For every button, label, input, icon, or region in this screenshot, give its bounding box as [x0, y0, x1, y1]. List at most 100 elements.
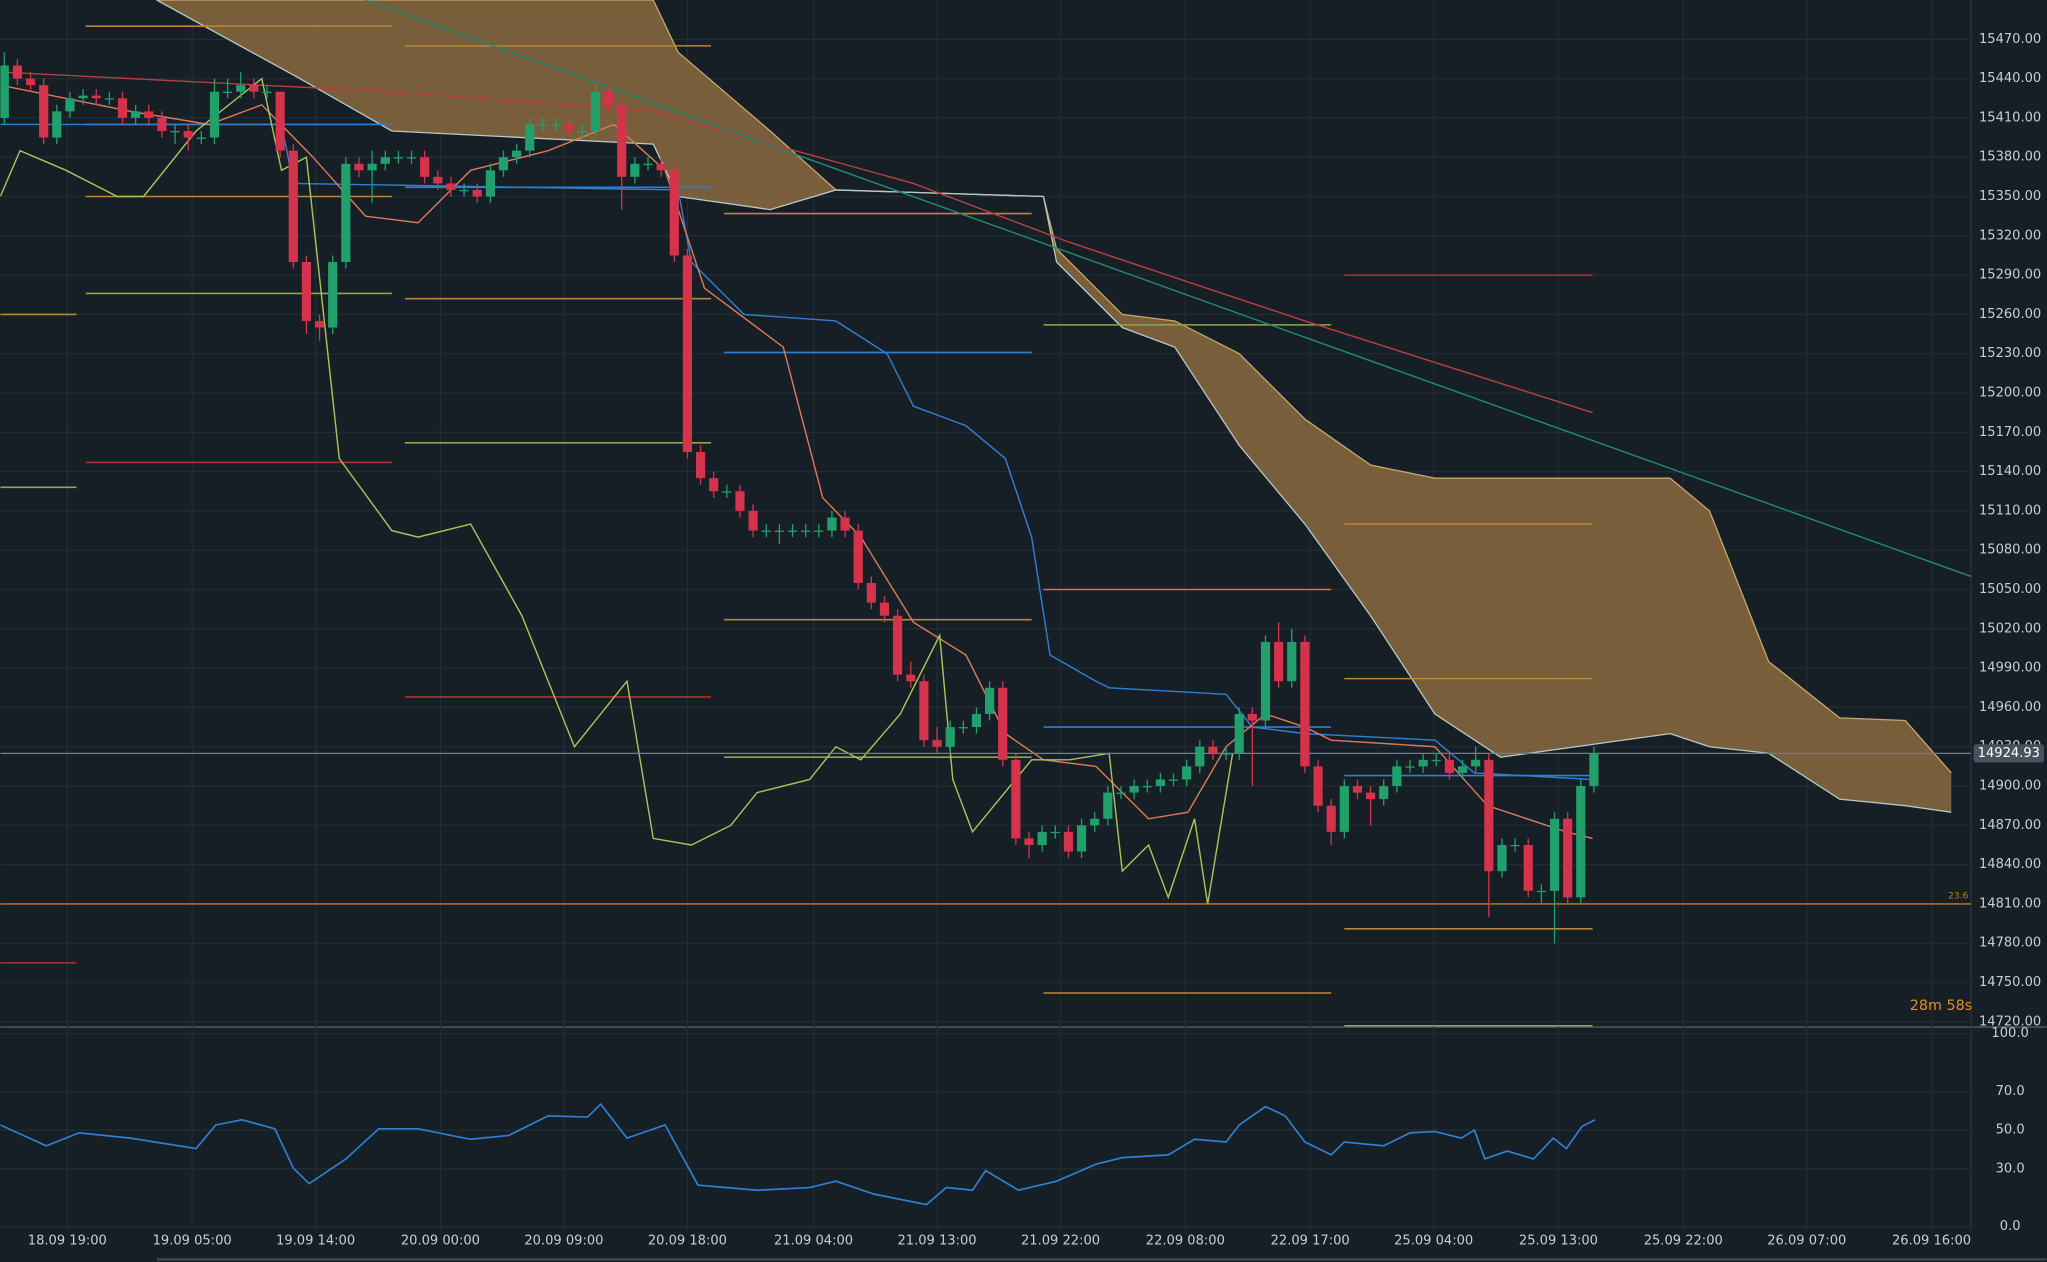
candle-body [932, 740, 942, 747]
candle-body [695, 451, 706, 479]
candle-body [1076, 825, 1087, 852]
candle-body [1392, 766, 1402, 787]
y-tick-label: 30.0 [1996, 1161, 2025, 1176]
candle-body [1011, 759, 1021, 839]
candle-body [1444, 759, 1455, 773]
candle-body [906, 674, 916, 682]
indicator-line [365, 0, 1971, 578]
candle-body [104, 98, 114, 100]
candle-body [512, 150, 522, 158]
candle-body [919, 681, 929, 741]
candle-body [998, 687, 1008, 760]
y-tick-label: 14900.00 [1979, 779, 2041, 794]
grid [0, 0, 1971, 1230]
y-tick-label: 15020.00 [1979, 621, 2041, 636]
candle-body [722, 491, 732, 493]
candle-body [249, 85, 259, 92]
candle-body [328, 262, 338, 328]
candle-body [1300, 641, 1310, 767]
x-tick-label: 25.09 13:00 [1519, 1234, 1598, 1249]
y-tick-label: 15410.00 [1979, 110, 2041, 125]
candle-body [1247, 713, 1257, 721]
x-tick-label: 25.09 04:00 [1394, 1234, 1473, 1249]
x-tick-label: 25.09 22:00 [1644, 1234, 1723, 1249]
candle-body [1195, 746, 1205, 767]
y-tick-label: 15170.00 [1979, 425, 2041, 440]
last-price-label: 14924.93 [1978, 746, 2040, 761]
candle-body [25, 78, 36, 86]
candle-body [446, 183, 456, 190]
candle-body [1536, 890, 1546, 893]
y-tick-label: 15260.00 [1979, 307, 2041, 322]
candle-body [406, 157, 417, 159]
candle-body [117, 98, 128, 118]
candle-body [879, 602, 890, 616]
candle-body [78, 95, 88, 99]
candle-body [984, 687, 995, 714]
candle-body [1274, 641, 1284, 682]
candle-body [1168, 779, 1179, 781]
candle-body [301, 262, 312, 321]
y-tick-label: 14810.00 [1979, 896, 2041, 911]
candle-body [590, 91, 601, 132]
candle-body [669, 170, 679, 256]
candle-body [1339, 786, 1349, 832]
candle-body [39, 85, 49, 138]
candle-body [1365, 792, 1376, 800]
x-tick-label: 21.09 13:00 [897, 1234, 976, 1249]
candle-body [1260, 641, 1271, 721]
candle-body [314, 320, 325, 328]
candle-body [183, 131, 193, 138]
y-tick-label: 15350.00 [1979, 189, 2041, 204]
candle-body [774, 530, 784, 532]
candle-body [945, 727, 955, 747]
candle-body [1326, 805, 1336, 832]
x-tick-label: 19.09 14:00 [276, 1234, 355, 1249]
candle-body [1352, 786, 1363, 793]
candle-body [827, 517, 837, 531]
candle-body [1063, 831, 1074, 852]
candle-body [1576, 786, 1586, 898]
y-tick-label: 50.0 [1996, 1123, 2025, 1138]
y-tick-label: 15050.00 [1979, 582, 2041, 597]
cloud-upper-edge [156, 0, 1952, 774]
candle-body [131, 111, 141, 118]
candle-body [1182, 766, 1192, 780]
candle-body [1418, 759, 1428, 767]
candle-body [866, 582, 876, 603]
candle-body [1103, 792, 1113, 819]
candle-body [853, 530, 863, 583]
candle-body [341, 163, 351, 263]
candle-body [604, 91, 614, 105]
y-tick-label: 14960.00 [1979, 700, 2041, 715]
y-tick-label: 14720.00 [1979, 1014, 2041, 1029]
candle-body [1037, 831, 1047, 845]
candle-body [223, 91, 233, 94]
candle-body [840, 517, 850, 531]
fib-label: 23.6 [1948, 892, 1969, 902]
x-tick-label: 26.09 16:00 [1892, 1234, 1971, 1249]
candle-body [1208, 746, 1218, 754]
y-tick-label: 14840.00 [1979, 857, 2041, 872]
candle-body [393, 157, 403, 159]
indicator-line [0, 123, 1593, 781]
candle-body [1510, 844, 1520, 847]
candle-body [1379, 786, 1389, 800]
candle-body [656, 163, 666, 171]
candle-body [12, 65, 23, 79]
price-plot [0, 0, 1971, 1027]
candle-body [682, 255, 693, 452]
candle-body [1484, 759, 1494, 872]
candle-body [709, 478, 719, 492]
y-tick-label: 15320.00 [1979, 228, 2041, 243]
candle-body [761, 530, 771, 532]
y-tick-label: 14780.00 [1979, 936, 2041, 951]
x-tick-label: 21.09 22:00 [1021, 1234, 1100, 1249]
countdown: 28m 58s [1910, 998, 1973, 1014]
candle-body [1287, 641, 1297, 682]
y-tick-label: 70.0 [1996, 1084, 2025, 1099]
candle-body [65, 98, 75, 112]
candle-body [236, 85, 246, 92]
candle-body [0, 65, 9, 118]
candle-body [551, 124, 561, 126]
